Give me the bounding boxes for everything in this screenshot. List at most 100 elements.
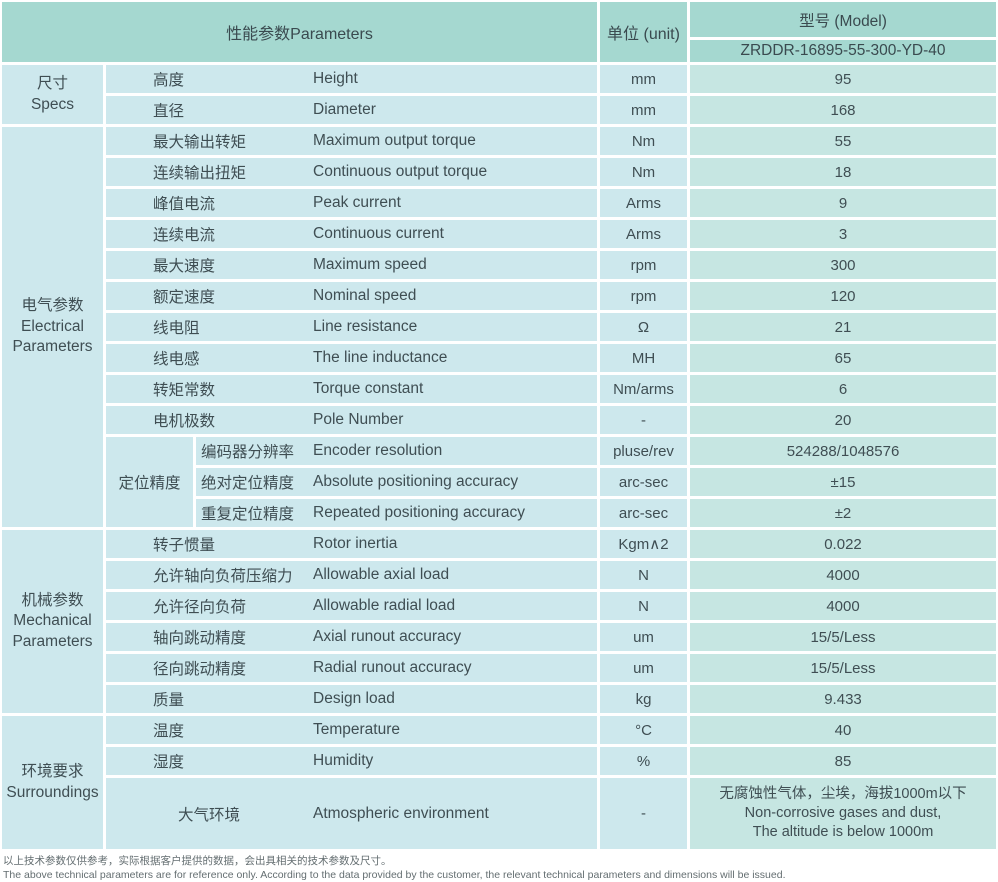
param-name-cell: 大气环境 Atmospheric environment xyxy=(106,778,597,849)
group-electrical: 电气参数 Electrical Parameters 最大输出转矩 Maximum… xyxy=(2,127,996,527)
param-name-cell: 质量 Design load xyxy=(106,685,597,713)
unit-cell: MH xyxy=(600,344,687,372)
param-zh: 直径 xyxy=(153,103,185,120)
param-name-cell: 峰值电流 Peak current xyxy=(106,189,597,217)
param-name-cell: 重复定位精度 Repeated positioning accuracy xyxy=(196,499,597,527)
table-row: 峰值电流 Peak current Arms 9 xyxy=(106,189,996,217)
value-cell: 18 xyxy=(690,158,996,186)
table-row: 直径 Diameter mm 168 xyxy=(106,96,996,124)
value-cell: 524288/1048576 xyxy=(690,437,996,465)
unit-cell: arc-sec xyxy=(600,468,687,496)
param-en: Continuous output torque xyxy=(313,163,488,180)
param-en: Maximum speed xyxy=(313,256,427,273)
value-cell: 120 xyxy=(690,282,996,310)
category-en: Electrical Parameters xyxy=(12,317,93,356)
value-cell: 4000 xyxy=(690,592,996,620)
subgroup-positioning-accuracy: 定位精度 编码器分辨率 Encoder resolution pluse/rev … xyxy=(106,437,996,527)
value-cell: 无腐蚀性气体，尘埃，海拔1000m以下 Non-corrosive gases … xyxy=(690,778,996,849)
value-cell: 20 xyxy=(690,406,996,434)
unit-cell: pluse/rev xyxy=(600,437,687,465)
unit-cell: kg xyxy=(600,685,687,713)
category-cell-electrical: 电气参数 Electrical Parameters xyxy=(2,127,103,527)
value-line: The altitude is below 1000m xyxy=(752,824,934,841)
param-zh: 最大输出转矩 xyxy=(153,134,247,151)
unit-cell: mm xyxy=(600,96,687,124)
category-en: Mechanical Parameters xyxy=(12,612,93,650)
param-zh: 电机极数 xyxy=(153,413,216,430)
unit-cell: um xyxy=(600,623,687,651)
param-en: Repeated positioning accuracy xyxy=(313,504,525,521)
table-row: 转子惯量 Rotor inertia Kgm∧2 0.022 xyxy=(106,530,996,558)
param-zh: 线电阻 xyxy=(153,320,200,337)
value-cell: 9 xyxy=(690,189,996,217)
param-en: Allowable radial load xyxy=(313,597,456,614)
value-cell: 4000 xyxy=(690,561,996,589)
table-row: 线电阻 Line resistance Ω 21 xyxy=(106,313,996,341)
group-specs: 尺寸 Specs 高度 Height mm 95 直径 Diameter mm 16… xyxy=(2,65,996,124)
footer-note-en: The above technical parameters are for r… xyxy=(3,869,786,882)
param-name-cell: 高度 Height xyxy=(106,65,597,93)
param-zh: 允许轴向负荷压缩力 xyxy=(153,568,293,585)
footer-notes: 以上技术参数仅供参考，实际根据客户提供的数据，会出具相关的技术参数及尺寸。 Th… xyxy=(3,854,996,882)
value-line: 无腐蚀性气体，尘埃，海拔1000m以下 xyxy=(719,785,967,802)
value-cell: 65 xyxy=(690,344,996,372)
param-zh: 湿度 xyxy=(153,754,185,771)
unit-cell: rpm xyxy=(600,282,687,310)
unit-cell: - xyxy=(600,778,687,849)
category-cell-mechanical: 机械参数 Mechanical Parameters xyxy=(2,530,103,713)
header-parameters: 性能参数Parameters xyxy=(2,2,597,62)
param-en: Atmospheric environment xyxy=(313,804,489,822)
param-en: Line resistance xyxy=(313,318,418,335)
unit-cell: % xyxy=(600,747,687,775)
param-en: Humidity xyxy=(313,752,374,769)
value-cell: 40 xyxy=(690,716,996,744)
param-name-cell: 转矩常数 Torque constant xyxy=(106,375,597,403)
unit-cell: rpm xyxy=(600,251,687,279)
group-rows: 最大输出转矩 Maximum output torque Nm 55 连续输出扭矩… xyxy=(106,127,996,527)
value-cell: 300 xyxy=(690,251,996,279)
unit-cell: Arms xyxy=(600,189,687,217)
value-cell: 85 xyxy=(690,747,996,775)
table-row: 重复定位精度 Repeated positioning accuracy arc-… xyxy=(196,499,996,527)
param-en: Torque constant xyxy=(313,380,424,397)
table-row: 电机极数 Pole Number - 20 xyxy=(106,406,996,434)
param-name-cell: 额定速度 Nominal speed xyxy=(106,282,597,310)
table-row: 额定速度 Nominal speed rpm 120 xyxy=(106,282,996,310)
param-name-cell: 最大输出转矩 Maximum output torque xyxy=(106,127,597,155)
table-row: 最大速度 Maximum speed rpm 300 xyxy=(106,251,996,279)
table-row: 编码器分辨率 Encoder resolution pluse/rev 52428… xyxy=(196,437,996,465)
subgroup-label: 定位精度 xyxy=(106,437,193,527)
header-model-value: ZRDDR-16895-55-300-YD-40 xyxy=(690,40,996,62)
param-zh: 转矩常数 xyxy=(153,382,216,399)
group-rows: 转子惯量 Rotor inertia Kgm∧2 0.022 允许轴向负荷压缩力 A… xyxy=(106,530,996,713)
param-name-cell: 线电感 The line inductance xyxy=(106,344,597,372)
param-en: Pole Number xyxy=(313,411,404,428)
unit-cell: Nm xyxy=(600,127,687,155)
category-zh: 机械参数 xyxy=(21,591,84,609)
param-zh: 峰值电流 xyxy=(153,196,216,213)
category-zh: 电气参数 xyxy=(21,297,84,315)
param-name-cell: 径向跳动精度 Radial runout accuracy xyxy=(106,654,597,682)
unit-cell: Kgm∧2 xyxy=(600,530,687,558)
category-en: Specs xyxy=(30,95,75,113)
param-en: Height xyxy=(313,70,358,87)
group-mechanical: 机械参数 Mechanical Parameters 转子惯量 Rotor ine… xyxy=(2,530,996,713)
param-name-cell: 温度 Temperature xyxy=(106,716,597,744)
header-model-label: 型号 (Model) xyxy=(690,2,996,37)
value-cell: 168 xyxy=(690,96,996,124)
footer-note-zh: 以上技术参数仅供参考，实际根据客户提供的数据，会出具相关的技术参数及尺寸。 xyxy=(3,855,392,867)
param-en: Continuous current xyxy=(313,225,444,242)
table-row: 轴向跳动精度 Axial runout accuracy um 15/5/Less xyxy=(106,623,996,651)
table-row: 径向跳动精度 Radial runout accuracy um 15/5/Les… xyxy=(106,654,996,682)
param-zh: 绝对定位精度 xyxy=(201,475,295,492)
param-en: Radial runout accuracy xyxy=(313,659,472,676)
spec-table: 性能参数Parameters 单位 (unit) 型号 (Model) ZRDD… xyxy=(2,2,996,849)
value-cell: 9.433 xyxy=(690,685,996,713)
param-zh: 轴向跳动精度 xyxy=(153,630,247,647)
value-cell: ±15 xyxy=(690,468,996,496)
value-line: Non-corrosive gases and dust, xyxy=(744,804,942,821)
subgroup-rows: 编码器分辨率 Encoder resolution pluse/rev 52428… xyxy=(196,437,996,527)
table-row: 连续电流 Continuous current Arms 3 xyxy=(106,220,996,248)
param-zh: 转子惯量 xyxy=(153,537,216,554)
